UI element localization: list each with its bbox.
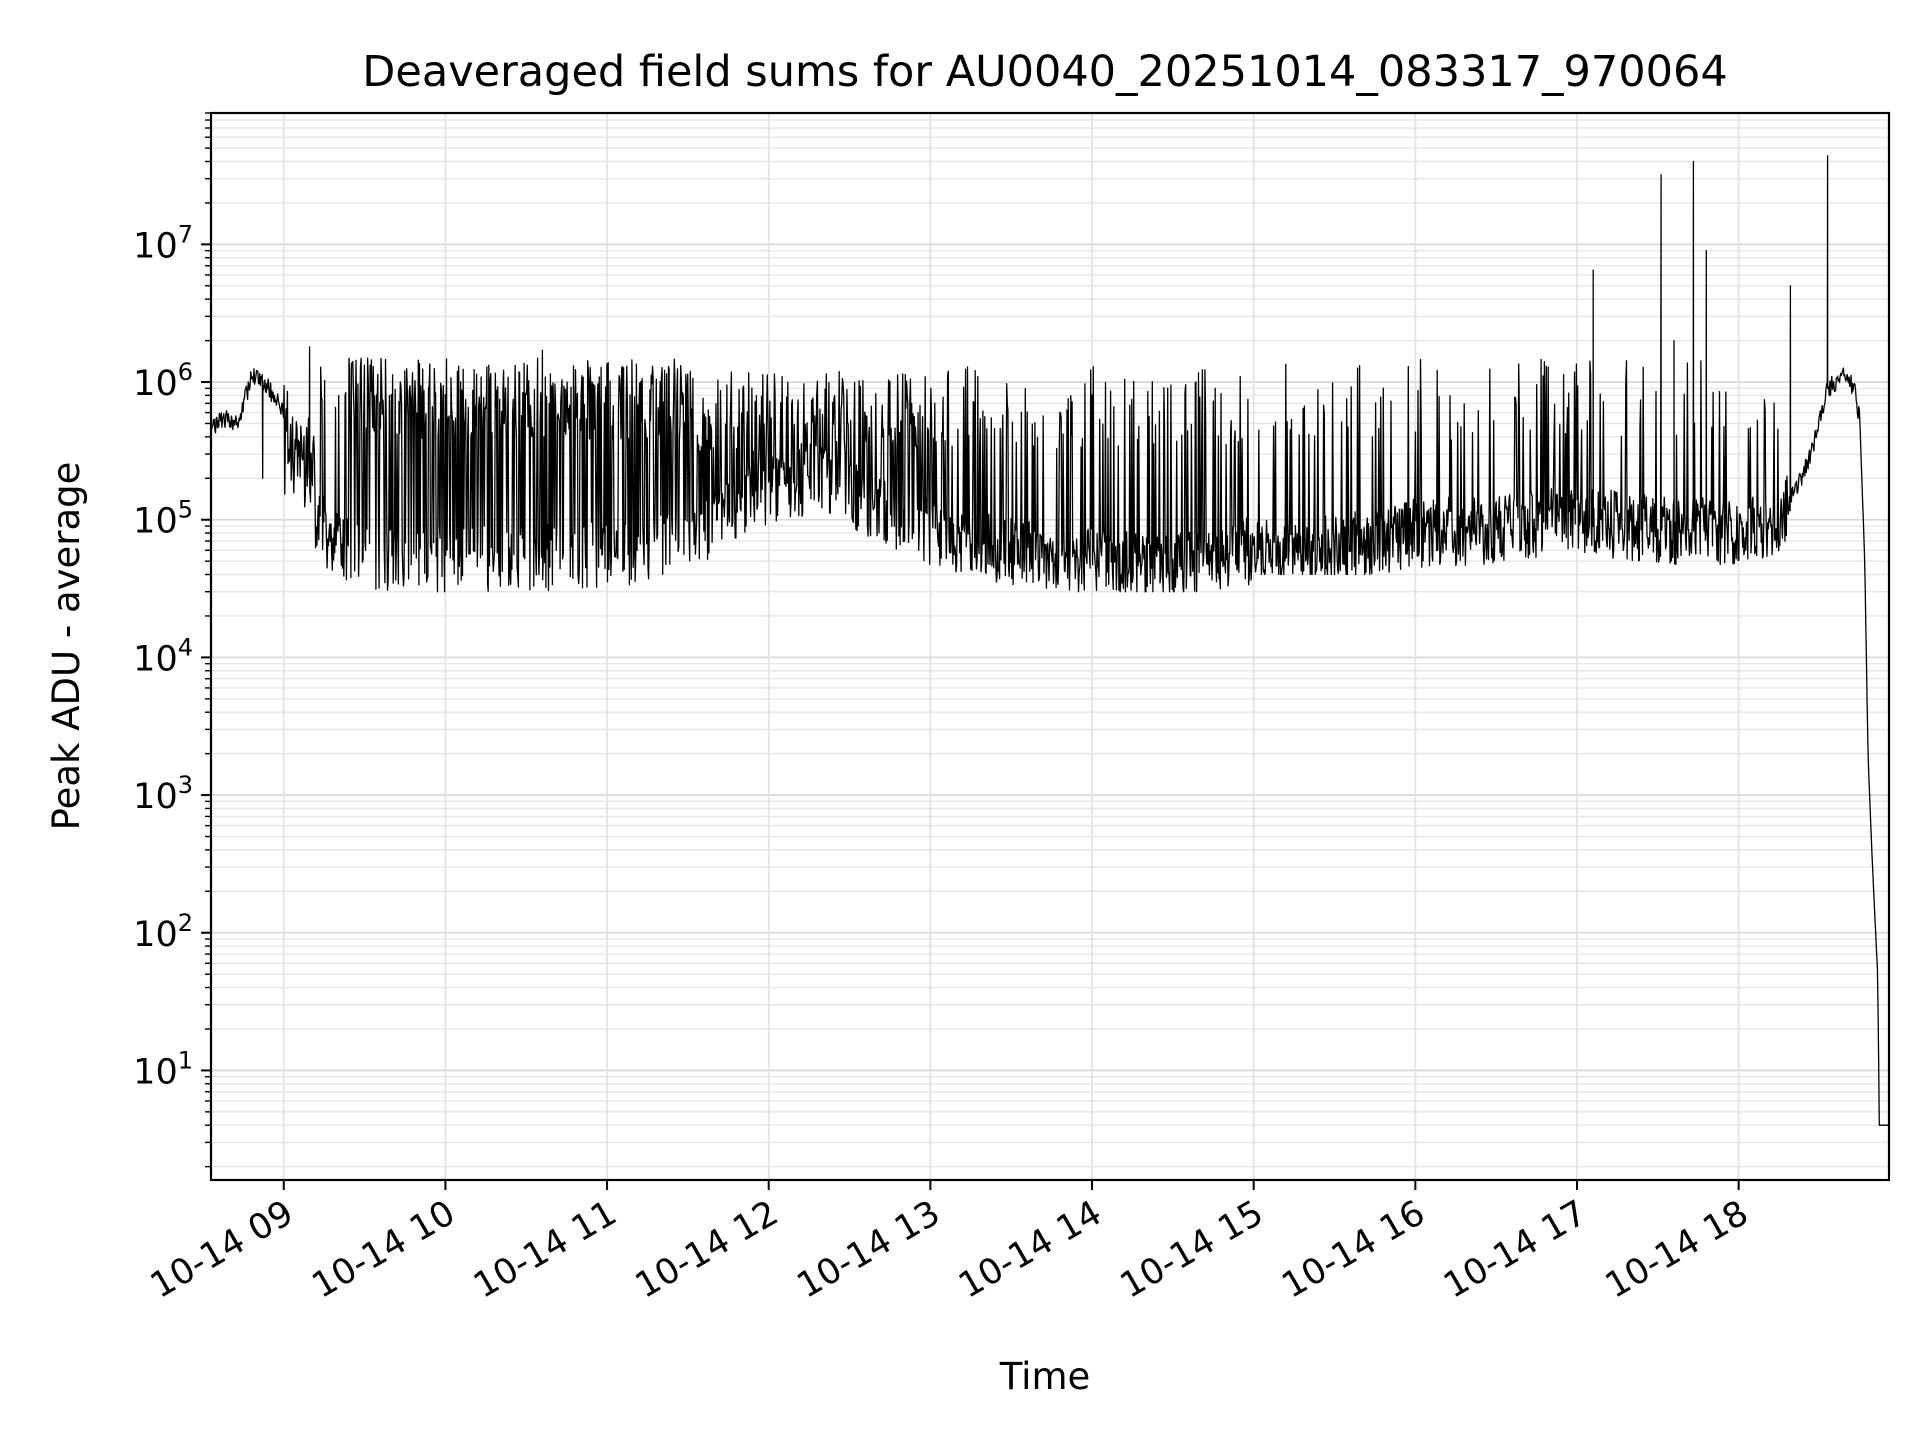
y-tick-label: 103 [133, 771, 193, 817]
y-tick-label: 106 [133, 358, 193, 404]
y-tick-label: 107 [133, 220, 193, 266]
data-line-group [210, 155, 1889, 1126]
series-line [210, 155, 1889, 1126]
y-tick-label: 104 [133, 633, 193, 679]
x-axis-label: Time [999, 1355, 1091, 1398]
y-tick-label: 101 [133, 1046, 193, 1092]
y-tick-label: 105 [133, 496, 193, 542]
y-tick-label: 102 [133, 909, 193, 955]
grid [211, 112, 1889, 1180]
plot-frame [209, 111, 1891, 1182]
chart-title: Deaveraged field sums for AU0040_2025101… [362, 47, 1727, 97]
y-axis-label: Peak ADU - average [45, 462, 88, 831]
